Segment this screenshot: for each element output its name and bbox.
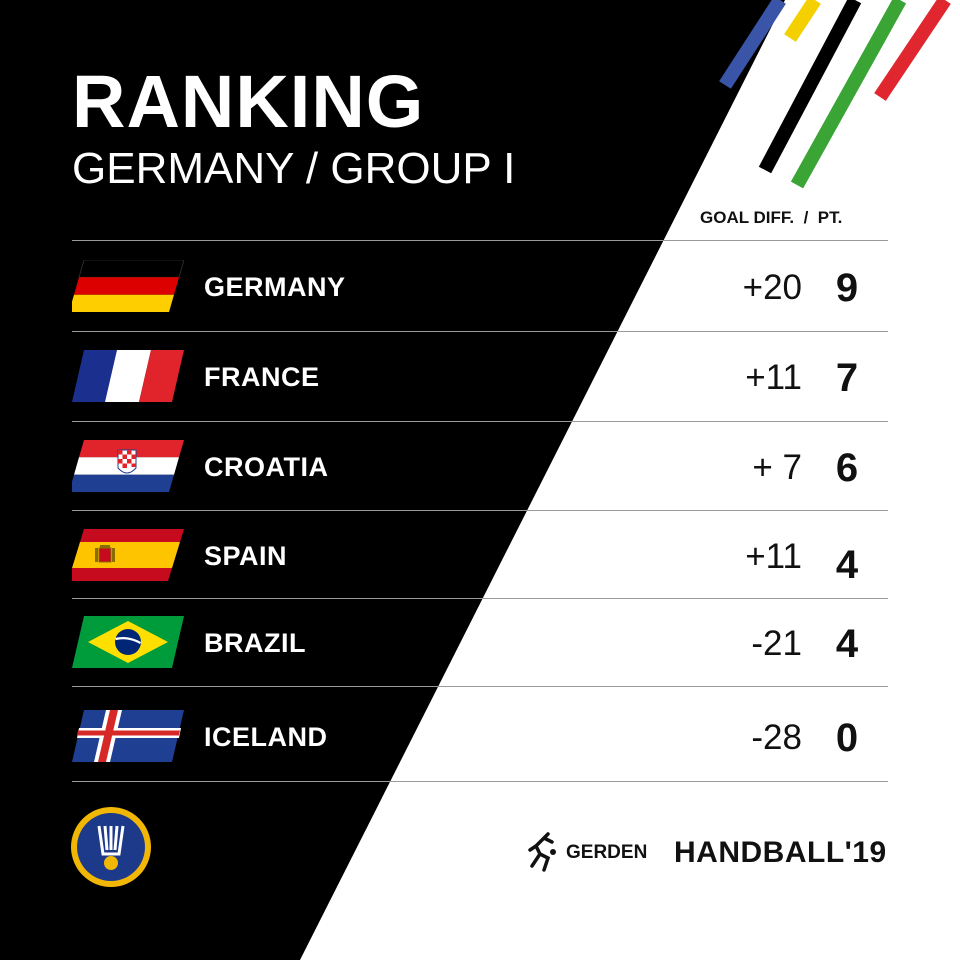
france-flag-icon (72, 350, 184, 402)
points: 9 (835, 266, 859, 310)
spain-flag-icon (72, 529, 184, 581)
goal-diff: -28 (751, 718, 802, 757)
goal-diff: +11 (745, 358, 802, 397)
points: 0 (835, 716, 859, 760)
country-name: ICELAND (204, 722, 328, 752)
germany-flag-icon (72, 260, 184, 312)
standings-row: GERMANY +20 9 (0, 242, 960, 332)
points: 4 (835, 543, 859, 587)
iceland-flag-icon (72, 710, 184, 762)
row-divider (72, 598, 888, 599)
ihf-logo-icon (71, 807, 151, 887)
stripe-red (874, 0, 951, 101)
page-subtitle: GERMANY / GROUP I (72, 144, 516, 193)
stripe-blue (719, 0, 786, 89)
goal-diff: + 7 (752, 448, 802, 487)
standings-row: FRANCE +11 7 (0, 333, 960, 423)
points: 6 (835, 446, 859, 490)
country-name: CROATIA (204, 452, 329, 482)
row-divider (72, 686, 888, 687)
spain-coat-of-arms-icon (95, 545, 115, 563)
country-name: SPAIN (204, 541, 288, 571)
goal-diff: +20 (742, 268, 802, 307)
brand-title: HANDBALL'19 (674, 836, 887, 869)
stripe-black (758, 0, 862, 174)
croatia-flag-icon (72, 440, 184, 492)
decorative-stripes (719, 0, 951, 189)
goal-diff: +11 (745, 537, 802, 576)
stripe-green (790, 0, 907, 189)
column-header: GOAL DIFF. / PT. (700, 208, 843, 227)
goal-diff: -21 (751, 624, 802, 663)
row-divider (72, 421, 888, 422)
country-name: FRANCE (204, 362, 320, 392)
handball-player-icon (528, 832, 556, 872)
stripe-yellow (784, 0, 821, 42)
standings-row: SPAIN +11 4 (0, 512, 960, 602)
standings-row: BRAZIL -21 4 (0, 600, 960, 690)
row-divider (72, 781, 888, 782)
croatia-coat-of-arms-icon (117, 449, 137, 474)
brand-host-text: GERDEN (566, 842, 648, 863)
row-divider (72, 331, 888, 332)
standings-row: CROATIA + 7 6 (0, 423, 960, 513)
country-name: BRAZIL (204, 628, 306, 658)
row-divider (72, 240, 888, 241)
page-title: RANKING (72, 60, 425, 143)
country-name: GERMANY (204, 272, 346, 302)
brazil-flag-icon (72, 616, 184, 668)
points: 7 (835, 356, 859, 400)
row-divider (72, 510, 888, 511)
points: 4 (835, 622, 859, 666)
standings-row: ICELAND -28 0 (0, 688, 960, 778)
